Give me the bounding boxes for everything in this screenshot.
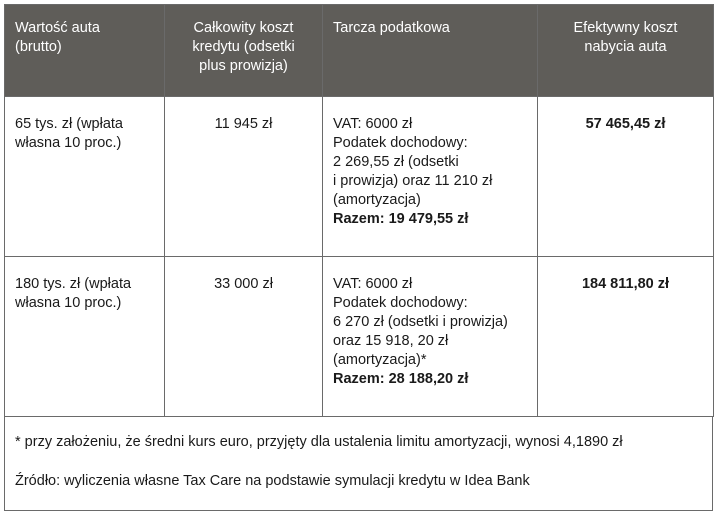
header-effective-cost: Efektywny koszt nabycia auta bbox=[537, 4, 714, 97]
tax-shield-total: Razem: 19 479,55 zł bbox=[333, 211, 469, 227]
cost-table-container: Wartość auta (brutto) Całkowity koszt kr… bbox=[4, 4, 714, 511]
cell-tax-shield: VAT: 6000 zł Podatek dochodowy: 6 270 zł… bbox=[322, 256, 538, 417]
header-row: Wartość auta (brutto) Całkowity koszt kr… bbox=[4, 4, 714, 97]
cell-credit-cost: 11 945 zł bbox=[164, 96, 323, 257]
source-note: Źródło: wyliczenia własne Tax Care na po… bbox=[15, 473, 530, 489]
cell-effective-cost: 57 465,45 zł bbox=[537, 96, 714, 257]
tax-shield-total: Razem: 28 188,20 zł bbox=[333, 371, 469, 387]
cell-tax-shield: VAT: 6000 zł Podatek dochodowy: 2 269,55… bbox=[322, 96, 538, 257]
header-credit-cost: Całkowity koszt kredytu (odsetki plus pr… bbox=[164, 4, 323, 97]
header-tax-shield: Tarcza podatkowa bbox=[322, 4, 538, 97]
cell-car-value: 65 tys. zł (wpłata własna 10 proc.) bbox=[4, 96, 165, 257]
table-row: 65 tys. zł (wpłata własna 10 proc.) 11 9… bbox=[4, 96, 714, 257]
table-footer: * przy założeniu, że średni kurs euro, p… bbox=[4, 417, 713, 511]
header-car-value: Wartość auta (brutto) bbox=[4, 4, 165, 97]
cell-car-value: 180 tys. zł (wpłata własna 10 proc.) bbox=[4, 256, 165, 417]
cost-table: Wartość auta (brutto) Całkowity koszt kr… bbox=[4, 4, 714, 417]
table-row: 180 tys. zł (wpłata własna 10 proc.) 33 … bbox=[4, 256, 714, 417]
cell-credit-cost: 33 000 zł bbox=[164, 256, 323, 417]
cell-effective-cost: 184 811,80 zł bbox=[537, 256, 714, 417]
footnote: * przy założeniu, że średni kurs euro, p… bbox=[15, 434, 623, 450]
